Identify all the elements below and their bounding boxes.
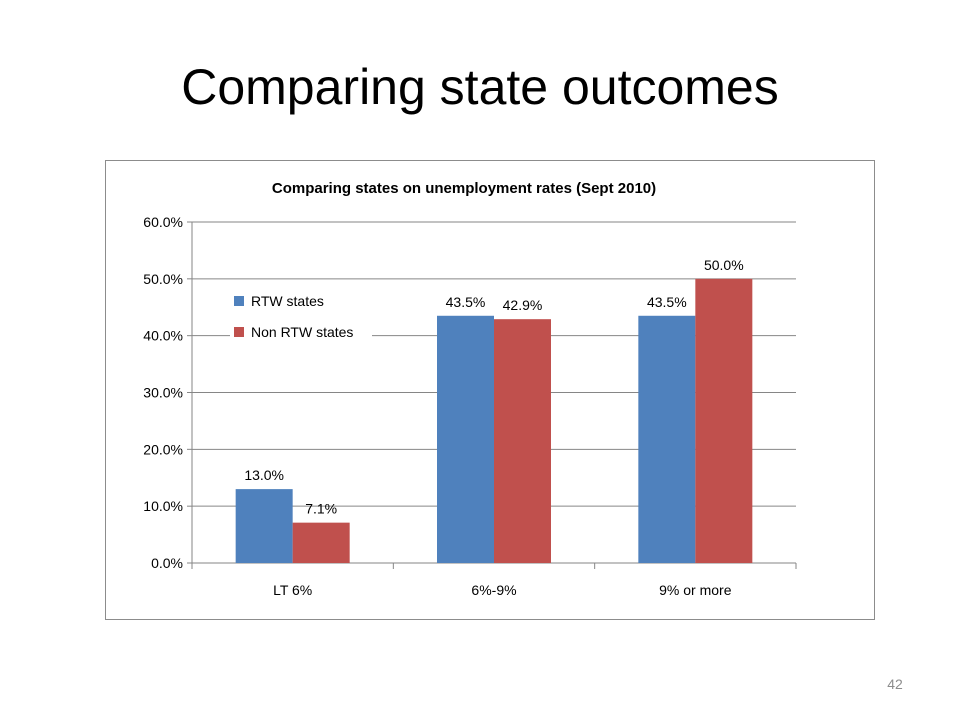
- bar-rtw: [638, 315, 696, 563]
- bar-rtw: [235, 489, 293, 563]
- data-label: 50.0%: [704, 257, 744, 273]
- slide-title: Comparing state outcomes: [181, 59, 779, 115]
- data-label: 42.9%: [503, 297, 543, 313]
- y-tick-label: 40.0%: [143, 328, 183, 344]
- data-label: 43.5%: [446, 294, 486, 310]
- x-tick-label: LT 6%: [273, 582, 312, 598]
- y-tick-label: 50.0%: [143, 271, 183, 287]
- legend-swatch-rtw: [234, 296, 244, 306]
- x-tick-label: 9% or more: [659, 582, 732, 598]
- legend-label: Non RTW states: [251, 324, 353, 340]
- data-label: 43.5%: [647, 294, 687, 310]
- y-tick-label: 10.0%: [143, 498, 183, 514]
- chart-frame: Comparing states on unemployment rates (…: [105, 160, 875, 620]
- y-tick-label: 0.0%: [151, 555, 183, 571]
- page-number: 42: [887, 676, 903, 692]
- bar-non-rtw: [695, 278, 753, 563]
- legend-swatch-non-rtw: [234, 327, 244, 337]
- chart-title: Comparing states on unemployment rates (…: [272, 180, 656, 197]
- bar-non-rtw: [494, 319, 551, 563]
- data-label: 7.1%: [305, 501, 337, 517]
- x-tick-label: 6%-9%: [471, 582, 516, 598]
- legend-label: RTW states: [251, 293, 324, 309]
- y-tick-label: 20.0%: [143, 441, 183, 457]
- data-label: 13.0%: [244, 467, 284, 483]
- bar-chart: Comparing states on unemployment rates (…: [143, 180, 797, 598]
- y-tick-label: 60.0%: [143, 214, 183, 230]
- bar-rtw: [437, 315, 494, 563]
- y-tick-label: 30.0%: [143, 385, 183, 401]
- legend-box: [230, 287, 372, 345]
- bar-non-rtw: [292, 522, 350, 563]
